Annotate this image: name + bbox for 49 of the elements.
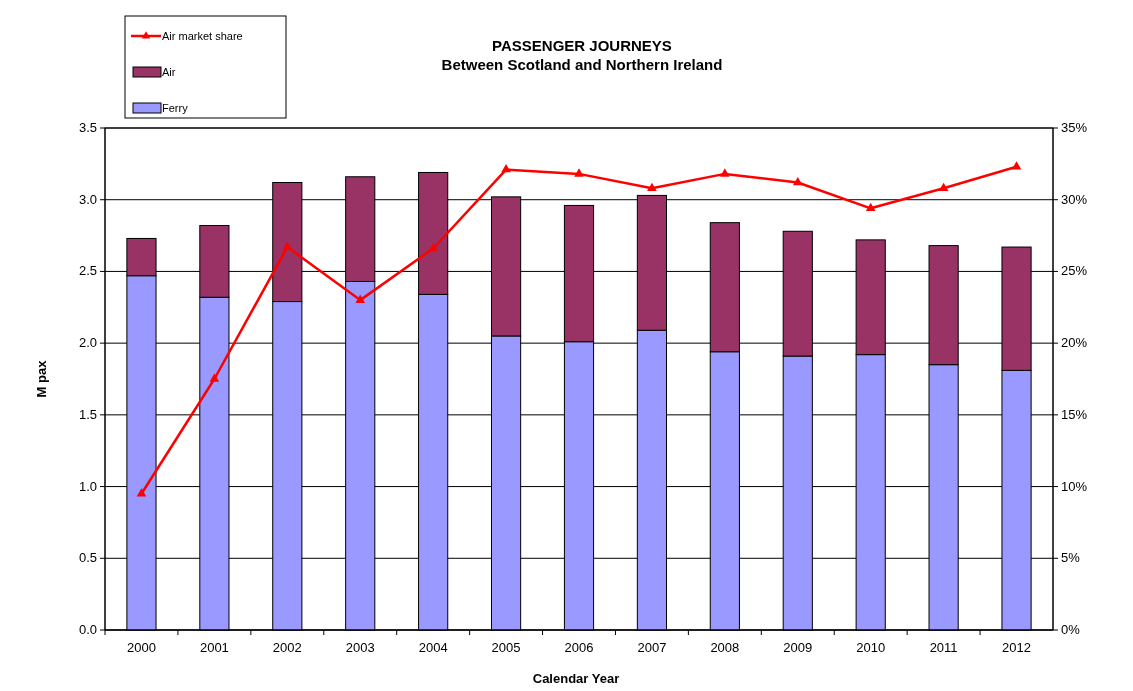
x-tick-label: 2005 <box>491 640 521 655</box>
x-tick-label: 2002 <box>272 640 302 655</box>
y2-tick-label: 20% <box>1061 335 1088 351</box>
chart-subtitle: Between Scotland and Northern Ireland <box>441 56 723 73</box>
point <box>938 182 949 192</box>
y-tick-label: 1.5 <box>78 406 97 422</box>
point <box>792 176 803 186</box>
point <box>1011 161 1022 170</box>
x-axis-title: Calendar Year <box>532 671 620 686</box>
y2-tick-label: 0% <box>1061 622 1081 637</box>
x-tick-label: 2007 <box>637 640 667 655</box>
x-tick-label: 2012 <box>1002 640 1031 655</box>
x-tick-label: 2004 <box>418 640 448 655</box>
y2-tick-label: 30% <box>1061 191 1088 207</box>
point <box>428 242 438 252</box>
legend-label: Air market share <box>162 30 243 42</box>
y-axis-title: M pax <box>34 359 49 398</box>
x-tick-label: 2000 <box>127 640 156 655</box>
chart-title: PASSENGER JOURNEYS <box>492 37 672 54</box>
x-tick-label: 2008 <box>710 640 740 655</box>
point <box>647 182 657 192</box>
y-tick-label: 0.5 <box>78 550 97 566</box>
point <box>574 168 584 177</box>
point <box>282 241 293 250</box>
x-tick-label: 2001 <box>199 640 229 655</box>
x-tick-label: 2003 <box>345 640 375 655</box>
x-tick-label: 2010 <box>856 640 886 655</box>
x-tick-label: 2009 <box>783 640 813 655</box>
y2-tick-label: 10% <box>1061 478 1088 494</box>
y2-tick-label: 25% <box>1061 263 1088 279</box>
y-tick-label: 2.0 <box>78 335 97 351</box>
point <box>865 202 876 212</box>
point <box>720 168 730 177</box>
x-tick-label: 2006 <box>564 640 594 655</box>
legend-label: Ferry <box>162 102 189 114</box>
y2-tick-label: 5% <box>1061 550 1081 566</box>
point <box>501 164 511 173</box>
y2-tick-label: 35% <box>1061 120 1088 135</box>
y-tick-label: 1.0 <box>78 478 97 494</box>
y-tick-label: 3.5 <box>78 120 97 135</box>
legend-label: Air <box>162 66 176 78</box>
point <box>355 294 366 303</box>
y-tick-label: 3.0 <box>78 191 97 207</box>
y-tick-label: 2.5 <box>78 263 97 279</box>
y-tick-label: 0.0 <box>78 622 97 637</box>
y2-tick-label: 15% <box>1061 406 1088 422</box>
x-tick-label: 2011 <box>929 640 958 655</box>
point <box>209 373 220 382</box>
point <box>136 488 147 497</box>
